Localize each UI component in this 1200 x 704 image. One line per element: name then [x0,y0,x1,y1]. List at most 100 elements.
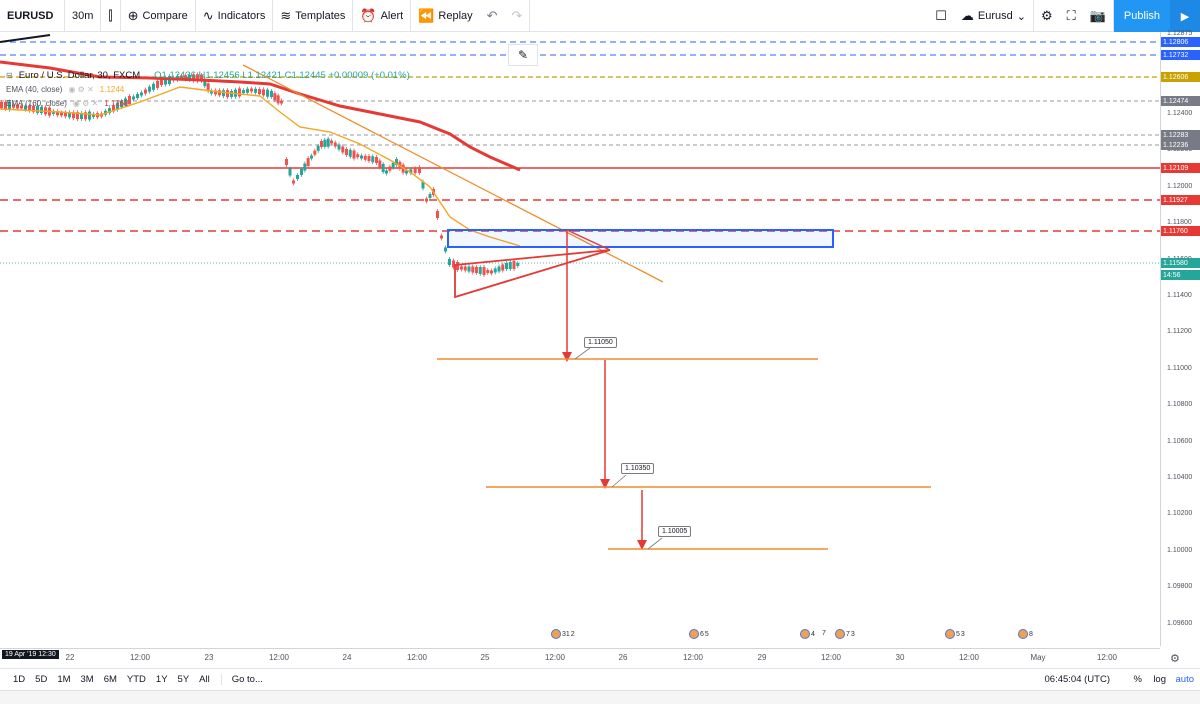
event-count: 2 [570,630,575,638]
axis-settings-icon[interactable]: ⚙ [1170,653,1180,665]
candle-body [120,101,123,107]
ema160-label[interactable]: EMA (160, close) [6,99,67,108]
range-button-ytd[interactable]: YTD [126,674,146,685]
wedge-pattern[interactable] [454,249,611,299]
snapshot-button[interactable]: 📷 [1083,0,1114,32]
layout-menu[interactable]: ☁ Eurusd ⌄ [954,0,1034,32]
square-icon: ☐ [935,8,947,23]
fullscreen-button[interactable]: ⛶ [1060,0,1083,32]
ema160-value: 1.1268 [104,99,129,108]
undo-button[interactable]: ↶ [480,0,505,32]
label-pointer [647,537,663,550]
candle-body [148,86,151,92]
candle-body [460,266,463,270]
candle-body [8,101,11,110]
candle-body [206,83,210,92]
candle-body [108,108,111,114]
flag-icon [835,629,845,639]
candle-body [40,107,43,113]
publish-button[interactable]: Publish [1113,0,1170,32]
ema40-line[interactable] [0,86,521,247]
alert-button[interactable]: ⏰ Alert [353,0,412,32]
chart-pane[interactable]: 1.11050 1.10350 1.10005 ✎ ⊟ Euro / U.S. … [0,32,1160,666]
eye-icon[interactable]: ◉ ⚙ ✕ [72,99,99,108]
candle-body [203,79,207,87]
candle-body [448,259,451,265]
pen-icon: ✎ [517,48,529,62]
interval-button[interactable]: 30m [65,0,102,32]
stream-button[interactable]: ▶ [1170,0,1200,32]
trendline-down[interactable] [242,64,664,283]
fullscreen-checkbox[interactable]: ☐ [928,0,954,32]
candle-body [310,155,313,159]
ema40-label[interactable]: EMA (40, close) [6,85,63,94]
range-button-all[interactable]: All [199,674,210,685]
symbol-search[interactable]: EURUSD [0,0,65,32]
collapse-icon[interactable]: ⊟ [6,71,13,80]
price-tick: 1.10000 [1167,546,1193,554]
candle-body [164,77,167,85]
candle-body [36,105,39,113]
time-tick: 12:00 [544,653,566,662]
range-button-1m[interactable]: 1M [57,674,71,685]
candle-body [238,88,241,97]
interval-label: 30m [72,9,94,22]
candle-body [306,158,310,166]
goto-button[interactable]: Go to... [220,674,268,685]
footer-panel-tabs[interactable] [0,690,1200,704]
economic-event[interactable]: 4 [800,629,815,639]
price-tick-top: 1.12875 [1167,30,1193,37]
price-badge: 1.12732 [1161,50,1200,60]
candle-body [136,94,139,98]
time-axis[interactable]: 19 Apr '19 12:30 22 12:00 23 12:00 24 12:00 25… [0,648,1160,666]
chart-type-button[interactable]: ⫿ [101,0,121,32]
drawing-tool-button[interactable]: ✎ [508,44,538,66]
candle-body [300,169,303,175]
candle-body [456,262,459,270]
utc-clock[interactable]: 06:45:04 (UTC) [1044,674,1110,685]
eye-icon[interactable]: ◉ ⚙ ✕ [68,85,94,94]
chart-canvas[interactable] [0,32,1160,648]
projection-leg[interactable] [566,229,611,251]
candle-body [452,260,455,268]
compare-button[interactable]: ⊕ Compare [121,0,196,32]
alert-label: Alert [380,9,404,22]
auto-toggle[interactable]: auto [1175,674,1195,685]
redo-button[interactable]: ↷ [505,0,531,32]
range-button-1d[interactable]: 1D [13,674,26,685]
log-toggle[interactable]: log [1153,674,1166,685]
candle-body [467,266,471,272]
range-button-6m[interactable]: 6M [103,674,117,685]
settings-button[interactable]: ⚙ [1034,0,1060,32]
indicators-label: Indicators [217,9,266,22]
range-button-3m[interactable]: 3M [80,674,94,685]
candle-body [385,170,388,174]
candle-body [12,104,15,108]
price-axis[interactable]: 1.12875 1.124001.122001.120001.118001.11… [1160,30,1200,646]
candle-body [132,96,135,100]
indicators-button[interactable]: ∿ Indicators [196,0,274,32]
candle-body [160,79,163,85]
cloud-icon: ☁ [960,8,974,23]
candle-body [381,164,385,172]
templates-button[interactable]: ≋ Templates [273,0,354,32]
range-button-1y[interactable]: 1Y [155,674,168,685]
candle-body [56,111,59,116]
target-label-1[interactable]: 1.11050 [584,337,617,348]
resistance-box[interactable] [447,229,834,248]
target-label-2[interactable]: 1.10350 [621,463,655,474]
trendline-stub[interactable] [0,34,51,43]
percent-toggle[interactable]: % [1133,674,1142,685]
target-label-3[interactable]: 1.10005 [658,526,692,537]
range-button-5y[interactable]: 5Y [177,674,190,685]
candle-body [375,157,378,163]
economic-event[interactable]: 8 [1018,629,1033,639]
range-button-5d[interactable]: 5D [35,674,48,685]
replay-button[interactable]: ⏪ Replay [411,0,479,32]
economic-event[interactable]: 31 2 [551,629,575,639]
candle-body [463,266,467,271]
candles-series [0,72,520,277]
